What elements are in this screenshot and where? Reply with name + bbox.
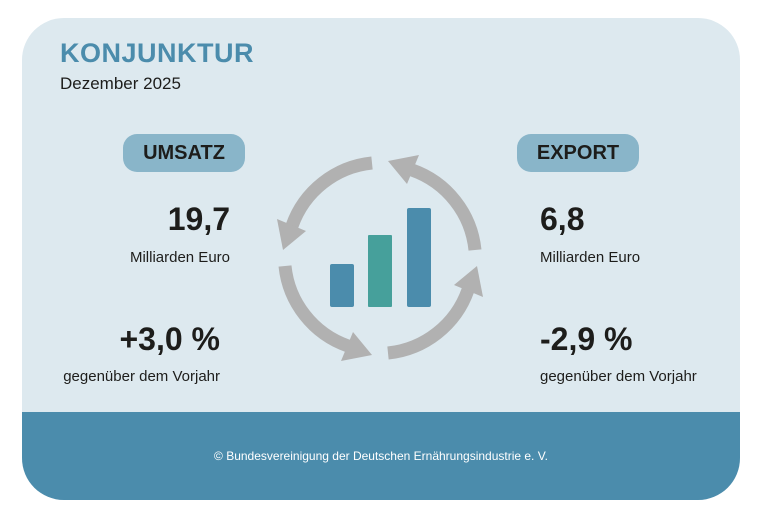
- export-unit: Milliarden Euro: [540, 249, 641, 266]
- umsatz-badge: UMSATZ: [123, 134, 245, 172]
- export-change: -2,9 %: [540, 321, 633, 357]
- umsatz-change-label: gegenüber dem Vorjahr: [63, 368, 220, 385]
- umsatz-value: 19,7: [167, 201, 230, 237]
- page-title: KONJUNKTUR: [60, 38, 254, 68]
- export-badge: EXPORT: [517, 134, 639, 172]
- export-value: 6,8: [540, 201, 585, 237]
- date-subtitle: Dezember 2025: [60, 74, 181, 93]
- umsatz-change: +3,0 %: [119, 321, 220, 357]
- bar-icon-large: [407, 208, 431, 307]
- copyright-text: © Bundesvereinigung der Deutschen Ernähr…: [214, 449, 548, 463]
- cycle-arrow-icon: [388, 155, 482, 251]
- cycle-arrow-icon: [278, 265, 372, 361]
- konjunktur-card: KONJUNKTUR Dezember 2025 UMSATZ 19,7 Mil…: [22, 18, 740, 500]
- cycle-arrow-icon: [387, 266, 483, 360]
- cycle-arrow-icon: [277, 156, 373, 250]
- export-change-label: gegenüber dem Vorjahr: [540, 368, 697, 385]
- bar-icon-medium: [368, 235, 392, 307]
- footer: © Bundesvereinigung der Deutschen Ernähr…: [22, 412, 740, 500]
- bar-icon-small: [330, 264, 354, 307]
- umsatz-unit: Milliarden Euro: [129, 249, 230, 266]
